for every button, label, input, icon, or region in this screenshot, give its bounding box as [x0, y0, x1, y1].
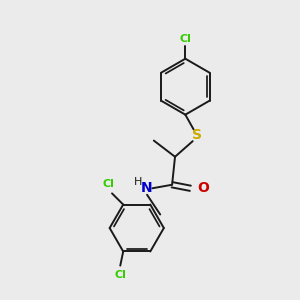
Text: N: N [141, 181, 153, 195]
Text: O: O [197, 181, 209, 195]
Text: H: H [134, 177, 142, 187]
Text: Cl: Cl [103, 179, 114, 189]
Text: S: S [192, 128, 202, 142]
Text: Cl: Cl [179, 34, 191, 44]
Text: Cl: Cl [114, 270, 126, 280]
